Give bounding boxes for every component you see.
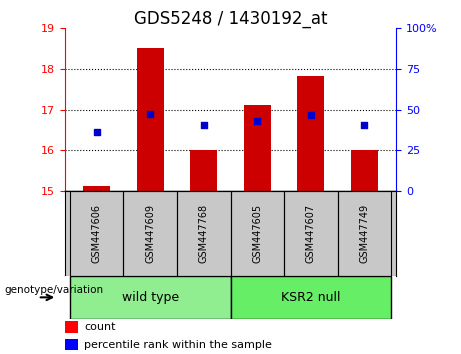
Bar	[70, 191, 124, 276]
Bar	[190, 150, 217, 191]
Bar	[230, 191, 284, 276]
Point	[93, 129, 100, 135]
Bar	[124, 191, 177, 276]
Bar	[137, 48, 164, 191]
Bar	[351, 150, 378, 191]
Bar	[65, 339, 78, 350]
Point	[307, 112, 314, 118]
Text: GSM447606: GSM447606	[92, 204, 102, 263]
Text: genotype/variation: genotype/variation	[5, 285, 104, 295]
Bar	[65, 321, 78, 333]
Text: percentile rank within the sample: percentile rank within the sample	[84, 340, 272, 350]
Point	[200, 122, 207, 128]
Bar	[284, 191, 337, 276]
Bar	[230, 276, 391, 319]
Text: GSM447607: GSM447607	[306, 204, 316, 263]
Bar	[83, 186, 110, 191]
Text: KSR2 null: KSR2 null	[281, 291, 341, 304]
Point	[254, 118, 261, 124]
Text: count: count	[84, 322, 116, 332]
Point	[147, 111, 154, 117]
Bar	[70, 276, 230, 319]
Point	[361, 122, 368, 128]
Title: GDS5248 / 1430192_at: GDS5248 / 1430192_at	[134, 10, 327, 28]
Text: GSM447605: GSM447605	[252, 204, 262, 263]
Text: GSM447749: GSM447749	[359, 204, 369, 263]
Text: GSM447609: GSM447609	[145, 204, 155, 263]
Bar	[337, 191, 391, 276]
Bar	[177, 191, 230, 276]
Bar	[244, 105, 271, 191]
Text: GSM447768: GSM447768	[199, 204, 209, 263]
Bar	[297, 76, 324, 191]
Text: wild type: wild type	[122, 291, 179, 304]
